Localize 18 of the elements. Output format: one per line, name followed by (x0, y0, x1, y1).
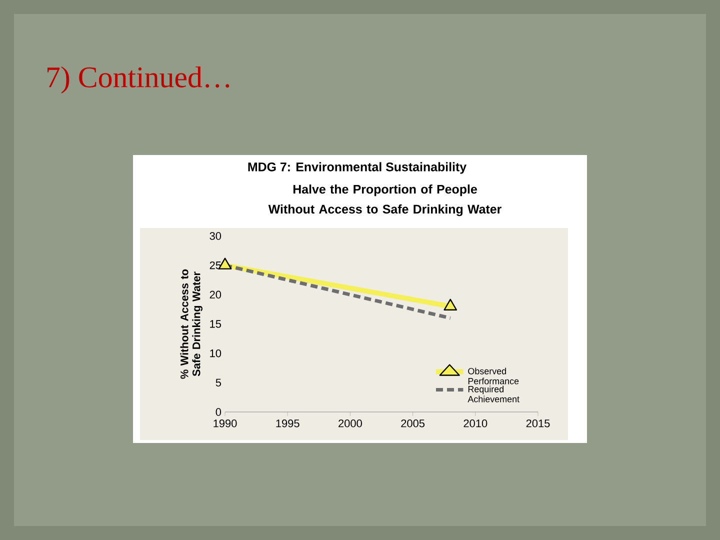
y-tick-label: 30 (210, 232, 222, 240)
x-tick-label: 2000 (338, 420, 362, 428)
y-tick-label: 10 (210, 349, 222, 358)
y-tick-label: 0 (216, 408, 222, 416)
y-tick-label: 20 (210, 290, 222, 299)
x-tick-label: 2005 (401, 420, 425, 428)
chart-title: MDG 7: Environmental Sustainability (248, 162, 467, 174)
y-tick-label: 5 (216, 378, 222, 386)
chart-subtitle: Halve the Proportion of People Without Access to Safe Drinking Water (268, 184, 502, 216)
y-axis-title: % Without Access to Safe Drinking Water (180, 269, 202, 379)
x-tick-label: 1995 (276, 420, 300, 428)
legend-label: Required Achievement (468, 386, 520, 402)
x-tick-label: 1990 (214, 420, 237, 428)
x-tick-label: 2015 (526, 420, 550, 428)
text: 7) Continued… (47, 66, 230, 94)
legend-label: Observed Performance (468, 368, 519, 384)
y-tick-label: 15 (210, 320, 222, 328)
x-tick-label: 2010 (464, 420, 488, 428)
